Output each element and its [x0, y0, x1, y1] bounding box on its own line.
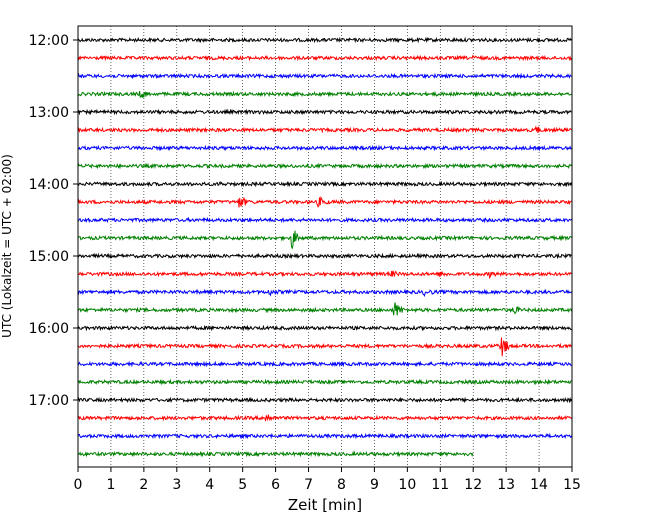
axes-frame [77, 25, 573, 468]
x-axis-label: Zeit [min] [288, 496, 362, 514]
trace-line [77, 324, 572, 332]
trace-line [77, 36, 572, 44]
trace-line [77, 162, 572, 170]
trace-line [77, 230, 572, 250]
x-tick-label: 12 [464, 477, 482, 493]
trace-line [77, 378, 572, 386]
trace-line [77, 144, 572, 152]
trace-line [77, 90, 572, 98]
trace-line [77, 270, 572, 280]
trace-line [77, 302, 572, 316]
x-tick-label: 1 [106, 477, 115, 493]
trace-line [77, 72, 572, 80]
y-axis-ticks: 12:00 13:00 14:00 15:00 16:00 17:00 [29, 33, 78, 409]
seismic-traces [77, 36, 572, 458]
trace-line [77, 108, 572, 116]
trace-line [77, 360, 572, 368]
x-axis-ticks: 0 1 2 3 4 5 6 7 8 9 10 11 12 13 14 15 [74, 467, 581, 493]
y-tick-label: 12:00 [29, 33, 69, 49]
x-tick-label: 6 [271, 477, 280, 493]
y-tick-label: 15:00 [29, 249, 69, 265]
x-tick-label: 14 [530, 477, 548, 493]
y-tick-label: 14:00 [29, 177, 69, 193]
trace-line [77, 450, 474, 458]
x-tick-label: 8 [337, 477, 346, 493]
y-tick-label: 16:00 [29, 321, 69, 337]
x-tick-label: 3 [172, 477, 181, 493]
x-tick-label: 13 [497, 477, 515, 493]
trace-line [77, 196, 572, 208]
trace-line [77, 337, 572, 357]
trace-line [77, 54, 572, 62]
trace-line [77, 252, 572, 260]
trace-line [77, 432, 572, 440]
x-tick-label: 9 [370, 477, 379, 493]
trace-line [77, 125, 572, 134]
x-tick-label: 7 [304, 477, 313, 493]
x-tick-label: 5 [238, 477, 247, 493]
y-axis-label: UTC (Lokalzeit = UTC + 02:00) [0, 154, 14, 338]
x-tick-label: 4 [205, 477, 214, 493]
x-tick-label: 11 [431, 477, 449, 493]
x-tick-label: 0 [74, 477, 83, 493]
trace-line [77, 414, 572, 422]
trace-line [77, 180, 572, 188]
x-tick-label: 2 [139, 477, 148, 493]
trace-line [77, 396, 572, 404]
y-tick-label: 17:00 [29, 393, 69, 409]
x-tick-label: 15 [563, 477, 581, 493]
trace-line [77, 216, 572, 224]
y-tick-label: 13:00 [29, 105, 69, 121]
x-tick-label: 10 [398, 477, 416, 493]
trace-line [77, 288, 572, 297]
